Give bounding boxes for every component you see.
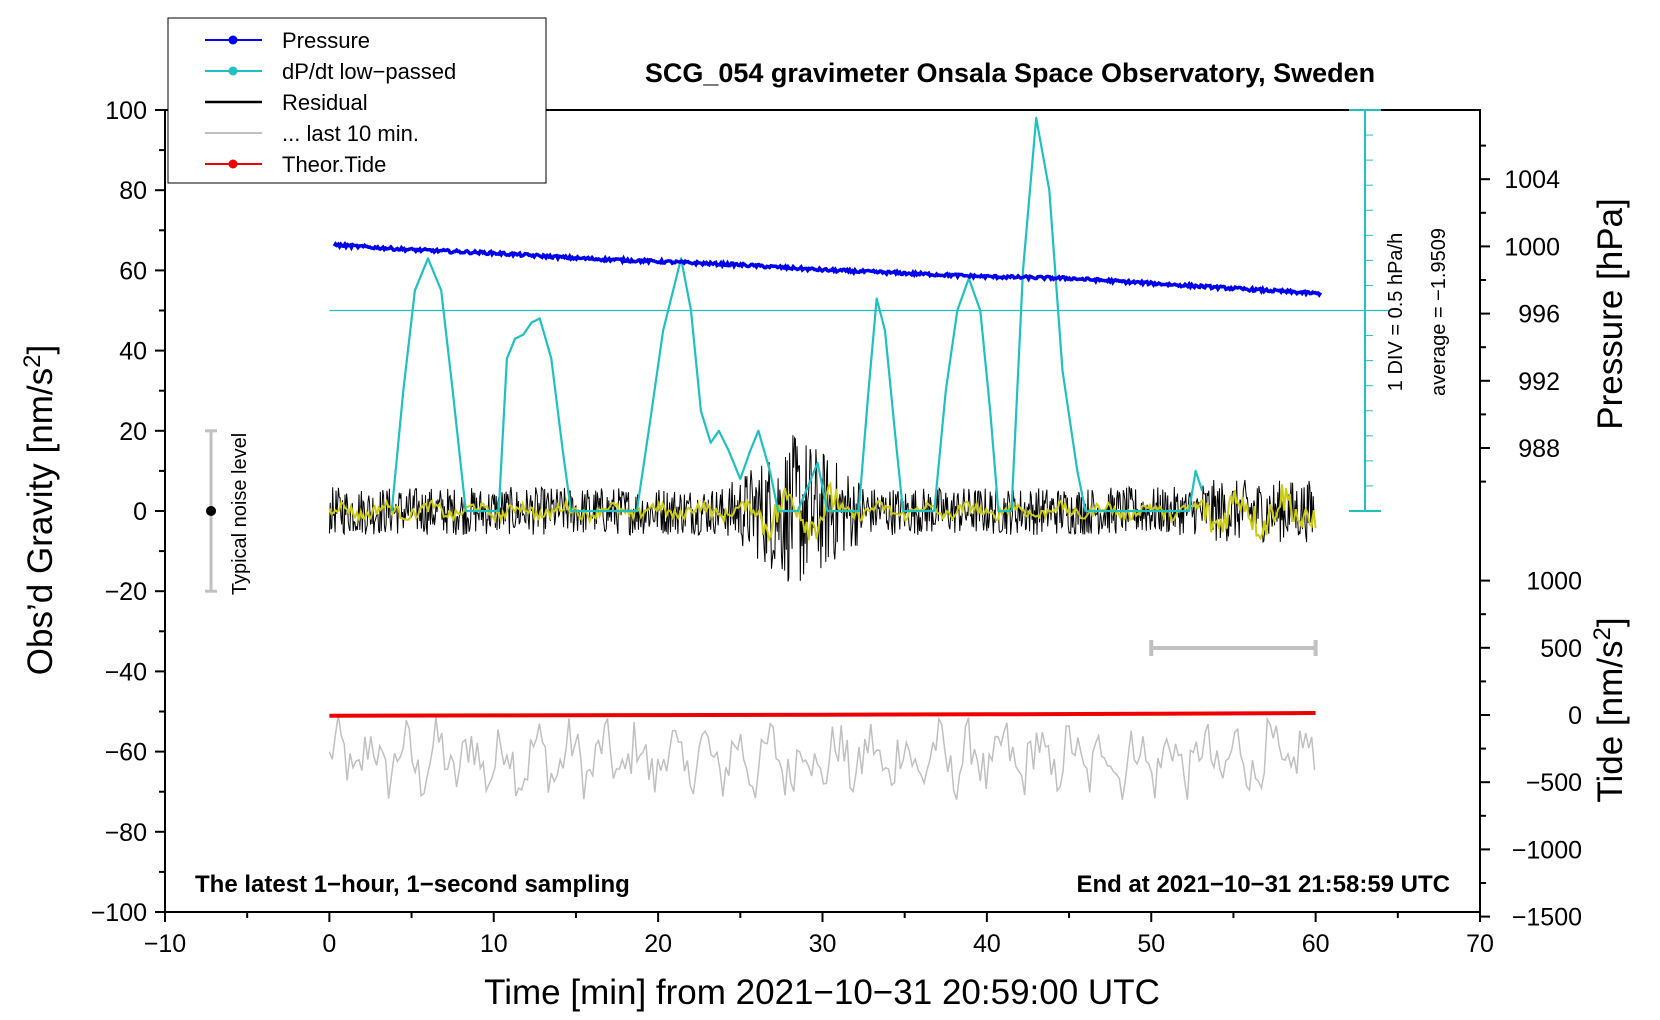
residual-series-line [328, 435, 1317, 582]
tick-layer: −10 0 10 20 30 40 50 60 70−100−80−60−40−20020406… [91, 97, 1582, 958]
tide-axis-title-close: ] [1591, 617, 1630, 627]
annotation-noise-level: Typical noise level [229, 433, 251, 595]
tide-axis-title-sup: 2 [1589, 627, 1616, 640]
chart-title: SCG_054 gravimeter Onsala Space Observat… [645, 58, 1375, 88]
pressure-tick-label: 988 [1518, 435, 1560, 463]
pressure-tick-label: 992 [1518, 368, 1560, 396]
last10-series-line [328, 714, 1316, 800]
tide-axis-title-main: Tide [nm/s [1591, 641, 1630, 803]
pressure-tick-label: 996 [1518, 301, 1560, 329]
legend-swatch-marker [228, 159, 238, 169]
tide-tick-label: 0 [1568, 702, 1582, 730]
legend-label: dP/dt low−passed [282, 59, 456, 84]
tide-series-line [329, 711, 1316, 718]
x-tick-label: 20 [644, 930, 672, 958]
pressure-tick-label: 1000 [1504, 233, 1560, 261]
legend-label: Theor.Tide [282, 152, 386, 177]
dpdt-series-line [390, 116, 1204, 513]
y-axis-title: Obs’d Gravity [nm/s2] [19, 345, 60, 675]
tide-tick-label: −1000 [1512, 836, 1582, 864]
x-axis-title: Time [min] from 2021−10−31 20:59:00 UTC [484, 973, 1160, 1012]
y-axis-title-main: Obs’d Gravity [nm/s [21, 368, 60, 675]
pressure-tick-label: 1004 [1504, 166, 1560, 194]
x-tick-label: 70 [1466, 930, 1494, 958]
y-tick-label: 0 [133, 498, 147, 526]
legend-items: Pressure dP/dt low−passed Residual ... last… [205, 28, 456, 177]
y-tick-label: 100 [105, 97, 147, 125]
annotation-average: average = −1.9509 [1428, 228, 1450, 396]
tide-axis-title: Tide [nm/s2] [1589, 617, 1630, 802]
y-axis-title-close: ] [21, 345, 60, 355]
tide-tick-label: −500 [1526, 769, 1582, 797]
y-tick-label: −100 [91, 899, 147, 927]
legend-box [167, 17, 547, 184]
legend-label: ... last 10 min. [282, 121, 419, 146]
annotation-end-at: End at 2021−10−31 21:58:59 UTC [1076, 871, 1450, 898]
legend: Pressure dP/dt low−passed Residual ... last… [167, 17, 547, 184]
legend-swatch-marker [228, 35, 238, 45]
x-tick-label: 30 [809, 930, 837, 958]
y-tick-label: 80 [119, 177, 147, 205]
y-tick-label: −60 [105, 739, 147, 767]
x-tick-label: 60 [1302, 930, 1330, 958]
pressure-series-line [332, 240, 1323, 298]
annotation-div-scale: 1 DIV = 0.5 hPa/h [1385, 233, 1407, 391]
annotation-latest: The latest 1−hour, 1−second sampling [195, 871, 630, 898]
tide-tick-label: 500 [1540, 635, 1582, 663]
pressure-axis-title: Pressure [hPa] [1591, 198, 1630, 430]
series-layer [205, 109, 1390, 800]
legend-label: Residual [282, 90, 368, 115]
legend-swatch-marker [228, 66, 238, 76]
y-tick-label: −40 [105, 658, 147, 686]
y-tick-label: −20 [105, 578, 147, 606]
noise-bar-center-dot [206, 506, 217, 516]
x-tick-label: 50 [1137, 930, 1165, 958]
y-tick-label: −80 [105, 819, 147, 847]
y-tick-label: 60 [119, 257, 147, 285]
tide-tick-label: −1500 [1512, 904, 1582, 932]
legend-label: Pressure [282, 28, 370, 53]
y-tick-label: 40 [119, 338, 147, 366]
tide-tick-label: 1000 [1526, 568, 1582, 596]
y-tick-label: 20 [119, 418, 147, 446]
residual-smoothed-line [328, 480, 1317, 543]
x-tick-label: −10 [144, 930, 186, 958]
x-tick-label: 40 [973, 930, 1001, 958]
x-tick-label: 10 [480, 930, 508, 958]
x-tick-label: 0 [322, 930, 336, 958]
y-axis-title-sup: 2 [19, 355, 46, 368]
